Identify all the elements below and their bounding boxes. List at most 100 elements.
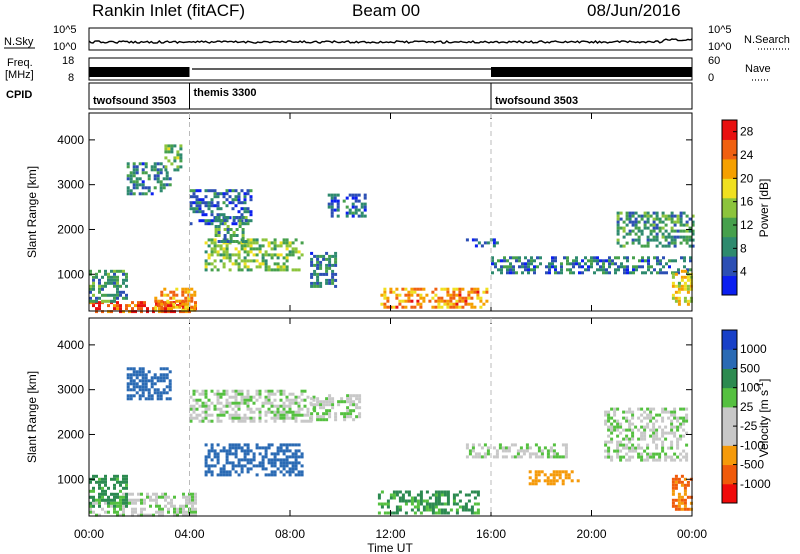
- heatmap-cell: [249, 213, 253, 217]
- heatmap-cell: [300, 473, 304, 477]
- heatmap-cell: [303, 413, 307, 417]
- heatmap-cell: [164, 165, 168, 169]
- heatmap-cell: [446, 305, 450, 309]
- heatmap-cell: [164, 504, 167, 508]
- heatmap-cell: [125, 495, 128, 499]
- heatmap-cell: [225, 404, 229, 408]
- heatmap-cell: [610, 437, 614, 441]
- heatmap-cell: [207, 407, 211, 411]
- heatmap-cell: [325, 266, 329, 270]
- heatmap-cell: [273, 413, 277, 417]
- heatmap-cell: [446, 299, 450, 303]
- heatmap-cell: [165, 177, 169, 181]
- heatmap-cell: [686, 290, 690, 294]
- heatmap-cell: [158, 510, 161, 514]
- heatmap-cell: [346, 409, 350, 413]
- heatmap-cell: [282, 262, 286, 266]
- heatmap-cell: [126, 165, 130, 169]
- heatmap-cell: [625, 214, 629, 218]
- heatmap-cell: [416, 502, 420, 506]
- heatmap-cell: [294, 473, 298, 477]
- heatmap-cell: [246, 250, 250, 254]
- heatmap-cell: [419, 302, 423, 306]
- heatmap-cell: [297, 268, 301, 272]
- power-colorbar-tick-label: 28: [740, 125, 754, 139]
- heatmap-cell: [685, 220, 689, 224]
- heatmap-cell: [404, 502, 408, 506]
- heatmap-cell: [667, 217, 671, 221]
- heatmap-cell: [652, 425, 656, 429]
- velocity-colorbar-swatch: [722, 406, 737, 427]
- heatmap-cell: [234, 404, 238, 408]
- heatmap-cell: [255, 389, 259, 393]
- heatmap-cell: [135, 376, 139, 380]
- heatmap-cell: [682, 422, 686, 426]
- power-colorbar-swatch: [722, 139, 737, 160]
- heatmap-cell: [667, 446, 671, 450]
- heatmap-cell: [243, 413, 247, 417]
- heatmap-cell: [146, 495, 149, 499]
- heatmap-cell: [555, 479, 559, 483]
- heatmap-cell: [555, 473, 559, 477]
- heatmap-cell: [176, 507, 179, 511]
- heatmap-cell: [398, 499, 402, 503]
- heatmap-cell: [638, 259, 641, 263]
- heatmap-cell: [135, 391, 139, 395]
- heatmap-cell: [252, 241, 256, 245]
- heatmap-cell: [128, 304, 131, 308]
- heatmap-cell: [643, 425, 647, 429]
- heatmap-cell: [691, 214, 695, 218]
- heatmap-cell: [240, 419, 244, 423]
- noise-right-tick-top: 10^5: [708, 24, 732, 36]
- heatmap-cell: [360, 205, 364, 209]
- heatmap-cell: [162, 373, 166, 377]
- heatmap-cell: [470, 287, 474, 291]
- heatmap-cell: [195, 189, 199, 193]
- heatmap-cell: [658, 217, 662, 221]
- heatmap-cell: [343, 418, 347, 422]
- heatmap-cell: [255, 398, 259, 402]
- heatmap-cell: [533, 265, 536, 269]
- heatmap-cell: [95, 272, 98, 276]
- heatmap-cell: [635, 268, 638, 272]
- heatmap-cell: [516, 452, 520, 456]
- heatmap-cell: [576, 479, 580, 483]
- heatmap-cell: [640, 244, 644, 248]
- heatmap-cell: [607, 449, 611, 453]
- heatmap-cell: [92, 299, 95, 303]
- heatmap-cell: [234, 389, 238, 393]
- heatmap-cell: [189, 413, 193, 417]
- heatmap-cell: [279, 398, 283, 402]
- heatmap-cell: [522, 452, 526, 456]
- heatmap-cell: [104, 477, 107, 481]
- heatmap-cell: [126, 189, 130, 193]
- heatmap-cell: [104, 480, 107, 484]
- heatmap-cell: [465, 238, 469, 242]
- heatmap-cell: [146, 492, 149, 496]
- heatmap-cell: [195, 207, 199, 211]
- heatmap-cell: [141, 379, 145, 383]
- heatmap-cell: [464, 508, 468, 512]
- heatmap-cell: [222, 404, 226, 408]
- heatmap-cell: [261, 461, 265, 465]
- heatmap-cell: [279, 404, 283, 408]
- heatmap-cell: [113, 495, 116, 499]
- heatmap-cell: [649, 428, 653, 432]
- heatmap-cell: [141, 394, 145, 398]
- heatmap-cell: [637, 443, 641, 447]
- heatmap-cell: [267, 253, 271, 257]
- heatmap-cell: [602, 262, 605, 266]
- heatmap-cell: [261, 238, 265, 242]
- heatmap-cell: [477, 452, 481, 456]
- heatmap-cell: [210, 213, 214, 217]
- heatmap-cell: [276, 413, 280, 417]
- heatmap-cell: [207, 219, 211, 223]
- heatmap-cell: [141, 382, 145, 386]
- heatmap-cell: [682, 235, 686, 239]
- heatmap-cell: [288, 253, 292, 257]
- heatmap-cell: [222, 446, 226, 450]
- heatmap-cell: [101, 495, 104, 499]
- heatmap-cell: [270, 241, 274, 245]
- heatmap-cell: [222, 250, 226, 254]
- heatmap-cell: [246, 470, 250, 474]
